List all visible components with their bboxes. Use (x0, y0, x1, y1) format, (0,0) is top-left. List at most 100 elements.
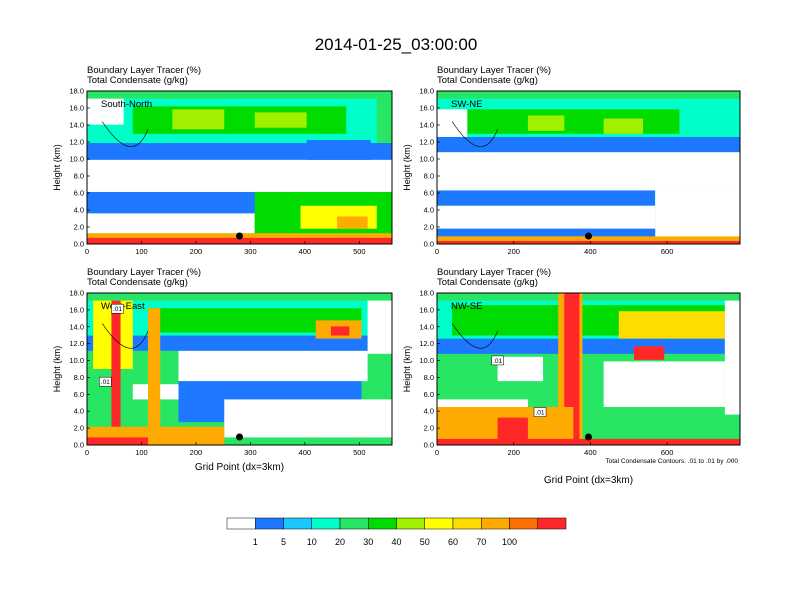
y-tick-label: 6.0 (424, 390, 434, 399)
field-cell (655, 190, 740, 238)
field-cell (337, 216, 368, 229)
y-tick-label: 14.0 (69, 322, 84, 331)
contour-value-label: .01 (101, 379, 110, 386)
colorbar-swatch (481, 517, 510, 530)
field-cell (527, 115, 565, 131)
field-label: Boundary Layer Tracer (%) (87, 267, 201, 278)
panel-3: Boundary Layer Tracer (%)Total Condensat… (52, 267, 393, 473)
field-cell (497, 356, 544, 382)
field-cell (437, 149, 740, 191)
x-tick-label: 100 (135, 247, 148, 256)
contour-footnote: Total Condensate Contours: .01 to .01 by… (605, 458, 738, 465)
colorbar-swatch (537, 517, 567, 530)
field-cell (87, 335, 392, 351)
y-tick-label: 16.0 (69, 104, 84, 113)
colorbar-label: 1 (253, 537, 258, 547)
field-cell (437, 190, 656, 206)
colorbar-label: 5 (281, 537, 286, 547)
y-tick-label: 4.0 (424, 206, 434, 215)
y-tick-label: 12.0 (69, 138, 84, 147)
x-tick-label: 0 (435, 448, 439, 457)
y-tick-label: 12.0 (69, 339, 84, 348)
field-cell (87, 437, 148, 445)
field-cell (111, 300, 121, 445)
colorbar-swatch (226, 517, 256, 530)
y-tick-label: 18.0 (419, 289, 434, 298)
field-cell (331, 326, 350, 336)
colorbar-swatch (424, 517, 454, 530)
figure-title: 2014-01-25_03:00:00 (315, 35, 478, 54)
condensate-contour (451, 121, 498, 147)
y-tick-label: 0.0 (74, 441, 84, 450)
x-tick-label: 0 (85, 247, 89, 256)
field-cell (224, 399, 392, 438)
y-tick-label: 18.0 (419, 87, 434, 96)
y-tick-label: 14.0 (419, 322, 434, 331)
field-cell (437, 438, 740, 445)
contour-label: Total Condensate (g/kg) (87, 277, 188, 288)
field-shading (87, 293, 392, 445)
field-cell (437, 240, 740, 244)
x-tick-label: 500 (353, 247, 366, 256)
location-marker (236, 232, 243, 240)
panel-title: SW-NE (451, 99, 483, 110)
field-shading (437, 293, 740, 445)
panel-2: Boundary Layer Tracer (%)Total Condensat… (402, 65, 741, 256)
y-tick-label: 6.0 (74, 189, 84, 198)
panel-title: South-North (101, 99, 152, 110)
y-axis-label: Height (km) (52, 346, 62, 393)
field-cell (437, 136, 740, 153)
y-tick-label: 6.0 (74, 390, 84, 399)
colorbar-swatch (283, 517, 312, 530)
field-cell (172, 109, 225, 130)
y-tick-label: 18.0 (69, 289, 84, 298)
colorbar-swatch (255, 517, 284, 530)
field-cell (254, 112, 307, 128)
plot-frame (436, 90, 741, 245)
field-cell (603, 118, 644, 134)
colorbar-label: 10 (307, 537, 317, 547)
y-tick-label: 10.0 (69, 155, 84, 164)
plot-frame (86, 90, 393, 245)
y-tick-label: 16.0 (69, 305, 84, 314)
field-cell (467, 109, 680, 134)
location-marker (585, 232, 592, 240)
field-cell (306, 139, 371, 160)
contour-label-box (491, 355, 504, 366)
x-tick-label: 400 (584, 448, 597, 457)
field-shading (87, 91, 392, 244)
x-axis-label: Grid Point (dx=3km) (544, 475, 633, 486)
contour-label-box (111, 303, 124, 314)
y-tick-label: 8.0 (74, 172, 84, 181)
x-axis-label: Grid Point (dx=3km) (195, 462, 284, 473)
y-tick-label: 16.0 (419, 305, 434, 314)
y-tick-label: 12.0 (419, 138, 434, 147)
y-tick-label: 2.0 (74, 424, 84, 433)
x-tick-label: 400 (584, 247, 597, 256)
field-cell (724, 300, 740, 415)
x-tick-label: 300 (244, 247, 257, 256)
field-cell (603, 361, 725, 407)
contour-label: Total Condensate (g/kg) (87, 75, 188, 86)
plot-frame (86, 292, 393, 446)
contour-label-box (533, 407, 547, 417)
y-tick-label: 8.0 (424, 172, 434, 181)
colorbar-label: 40 (391, 537, 401, 547)
condensate-contour (451, 323, 498, 349)
y-tick-label: 18.0 (69, 87, 84, 96)
x-tick-label: 600 (661, 247, 674, 256)
contour-value-label: .01 (493, 358, 502, 365)
colorbar-label: 30 (363, 537, 373, 547)
y-tick-label: 2.0 (424, 223, 434, 232)
field-cell (148, 308, 161, 445)
field-cell (87, 98, 124, 125)
x-tick-label: 400 (299, 448, 312, 457)
y-tick-label: 10.0 (419, 155, 434, 164)
contour-label-box (99, 376, 112, 387)
field-cell (437, 228, 656, 238)
colorbar-swatch (339, 517, 369, 530)
x-tick-label: 0 (85, 448, 89, 457)
field-label: Boundary Layer Tracer (%) (437, 65, 551, 76)
field-label: Boundary Layer Tracer (%) (87, 65, 201, 76)
